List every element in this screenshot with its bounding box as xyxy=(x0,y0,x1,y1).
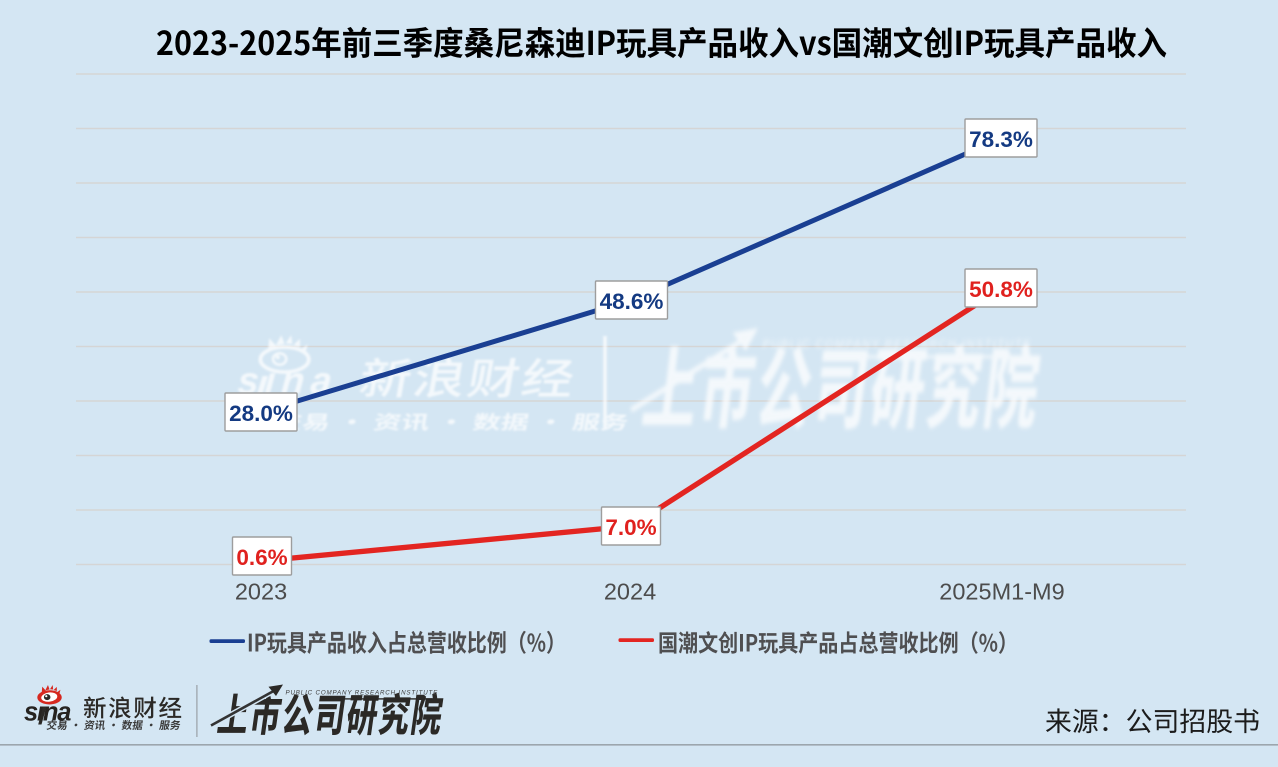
svg-text:78.3%: 78.3% xyxy=(969,127,1033,152)
svg-text:50.8%: 50.8% xyxy=(969,277,1033,302)
svg-text:PUBLIC COMPANY RESEARCH INSTIT: PUBLIC COMPANY RESEARCH INSTITUTE xyxy=(286,690,439,697)
svg-text:PUBLIC COMPANY RESEARCH INSTIT: PUBLIC COMPANY RESEARCH INSTITUTE xyxy=(763,337,1032,351)
svg-text:2023: 2023 xyxy=(235,579,287,605)
svg-text:28.0%: 28.0% xyxy=(229,401,293,426)
svg-text:48.6%: 48.6% xyxy=(600,289,664,314)
svg-text:7.0%: 7.0% xyxy=(605,515,656,540)
svg-text:0.6%: 0.6% xyxy=(236,545,287,570)
svg-text:2024: 2024 xyxy=(604,579,656,605)
svg-text:2025M1-M9: 2025M1-M9 xyxy=(939,579,1064,605)
